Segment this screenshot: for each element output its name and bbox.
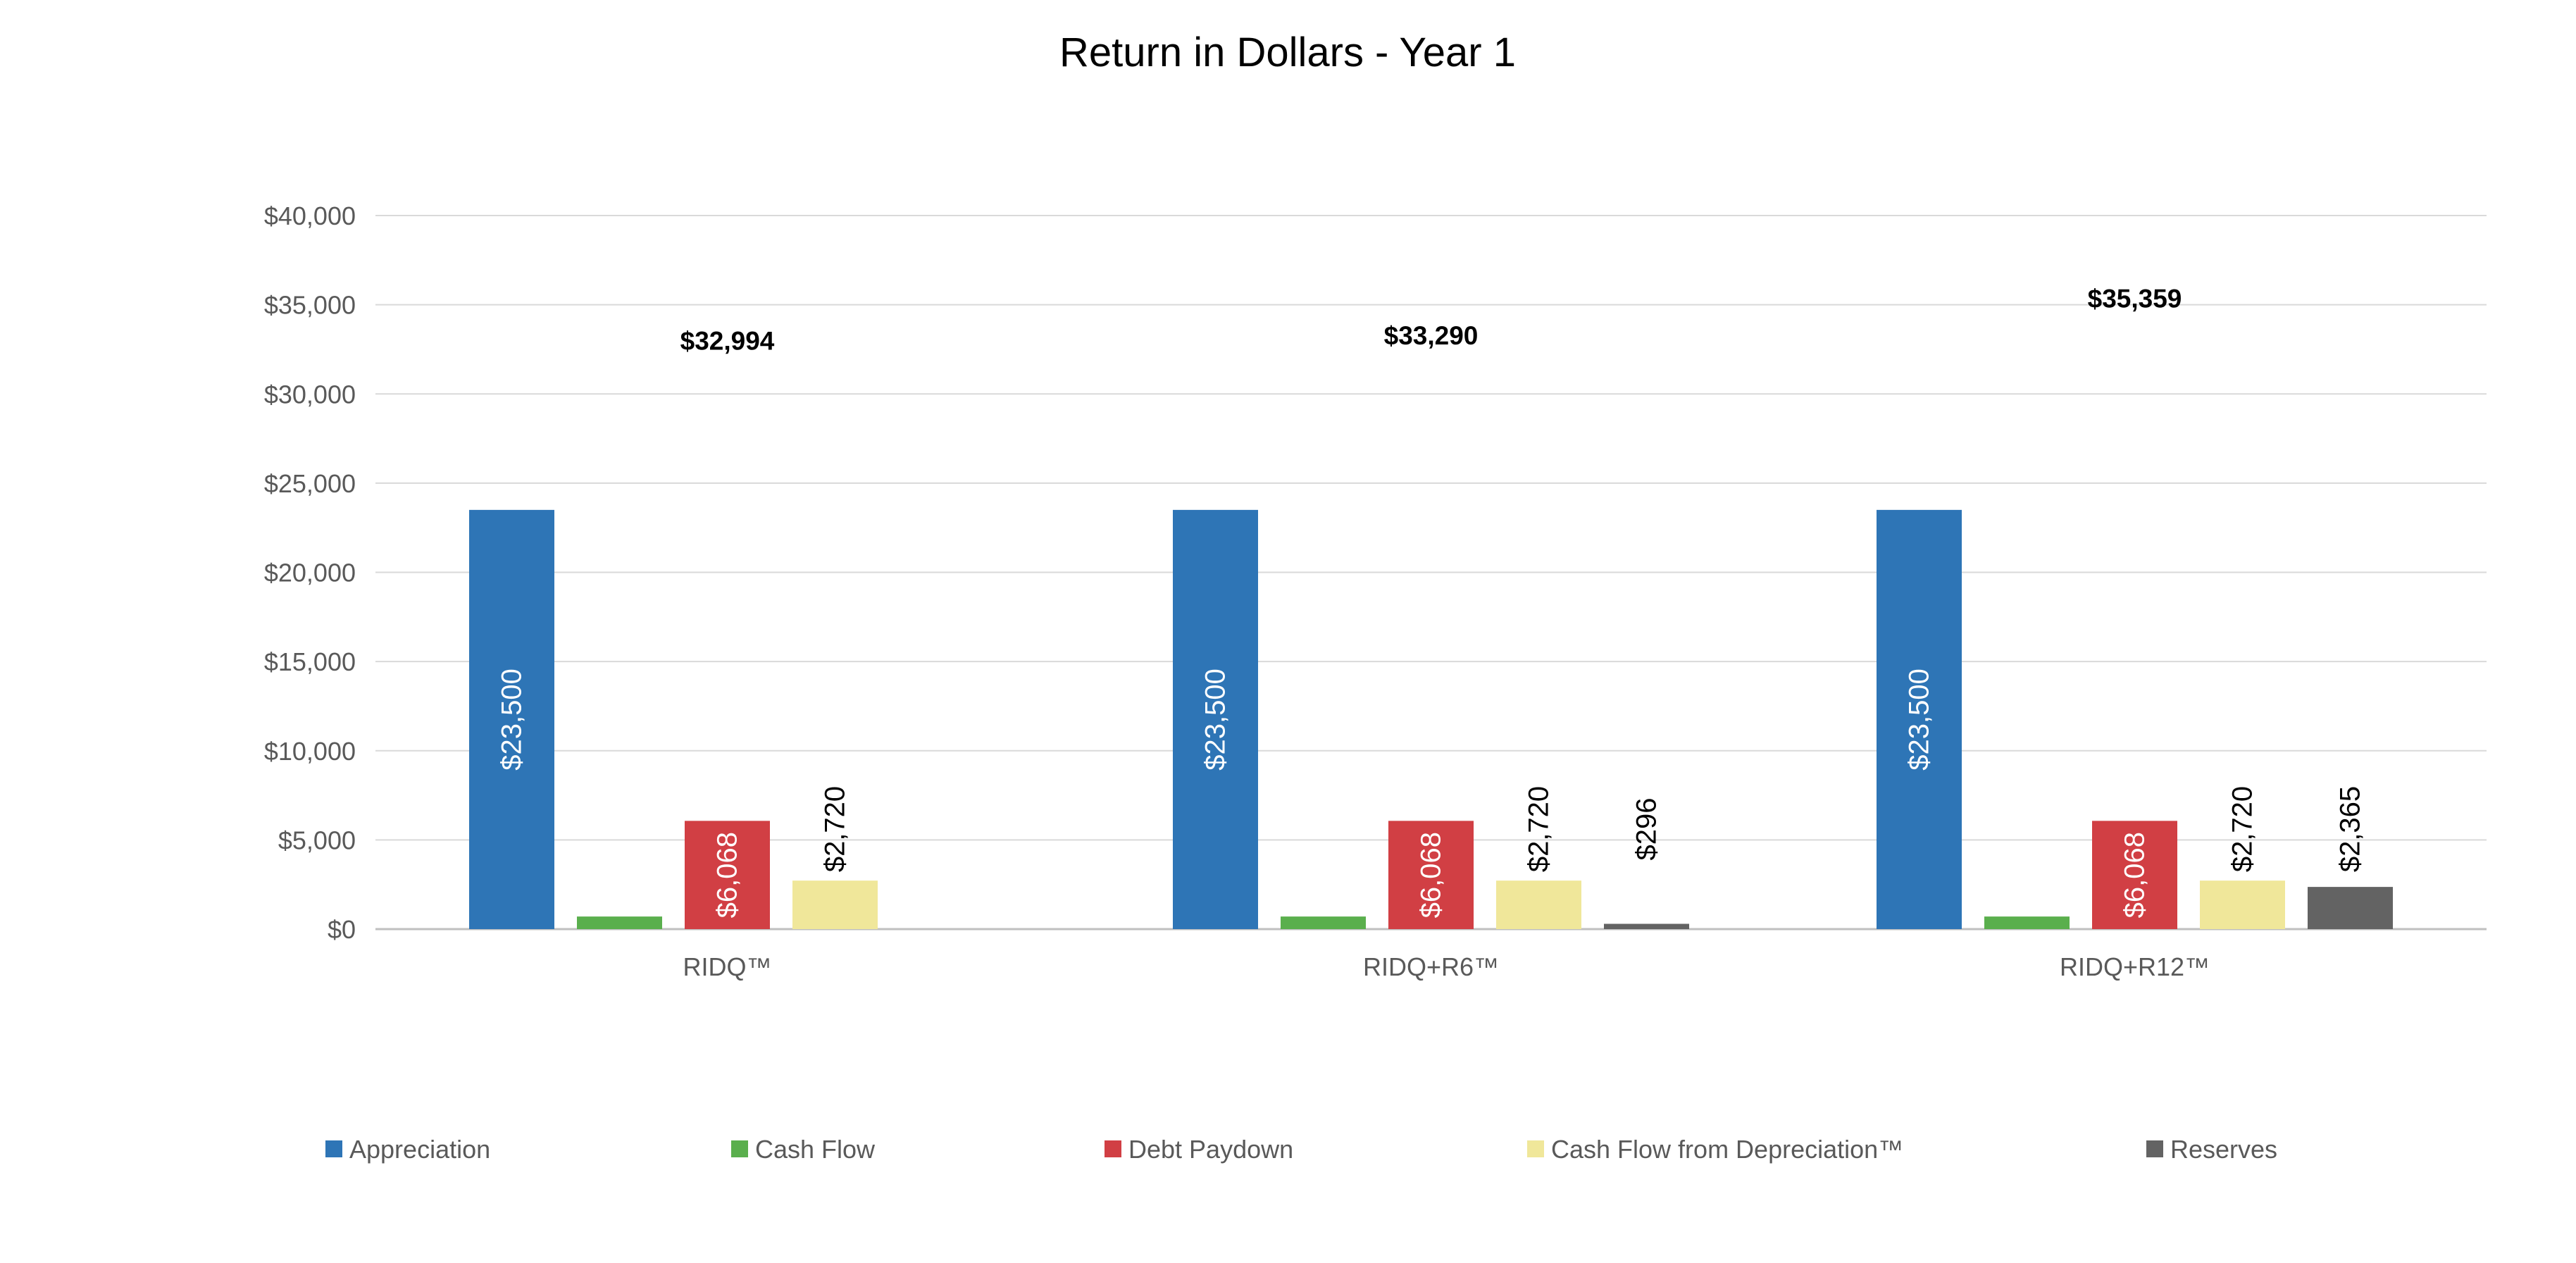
y-tick-label: $15,000 [264, 647, 356, 676]
legend-item: Appreciation [325, 1135, 490, 1164]
total-labels: $32,994 $33,290 $35,359 [680, 285, 2182, 356]
legend-item: Cash Flow from Depreciation™ [1527, 1135, 1903, 1164]
data-label: $296 [1631, 798, 1662, 861]
data-label: $2,365 [2335, 786, 2366, 872]
bar-cash-flow-from-depreciation- [792, 881, 878, 929]
category-label: RIDQ+R12™ [2060, 952, 2210, 981]
legend-label: Debt Paydown [1128, 1135, 1293, 1164]
data-label: $6,068 [712, 832, 743, 918]
total-label: $33,290 [1384, 321, 1479, 350]
bar-cash-flow [1281, 916, 1366, 929]
total-label: $35,359 [2088, 285, 2182, 313]
data-label: $23,500 [1200, 668, 1231, 771]
chart-title: Return in Dollars - Year 1 [1059, 30, 1516, 75]
legend-label: Appreciation [349, 1135, 490, 1164]
data-label: $23,500 [1904, 668, 1935, 771]
category-label: RIDQ+R6™ [1363, 952, 1499, 981]
category-label: RIDQ™ [683, 952, 772, 981]
y-tick-label: $0 [328, 915, 356, 944]
bar-appreciation [469, 509, 554, 929]
legend-swatch [2146, 1140, 2163, 1157]
bar-debt-paydown [1388, 821, 1474, 929]
legend-item: Reserves [2146, 1135, 2277, 1164]
legend-swatch [325, 1140, 342, 1157]
legend-swatch [1527, 1140, 1544, 1157]
y-tick-label: $20,000 [264, 559, 356, 587]
y-tick-label: $5,000 [278, 826, 356, 854]
data-label: $2,720 [2227, 786, 2258, 872]
bar-reserves [2308, 887, 2393, 929]
data-label: $6,068 [1416, 832, 1447, 918]
y-axis-ticks: $0 $5,000 $10,000 $15,000 $20,000 $25,000 $30,… [264, 201, 356, 944]
data-labels: $23,500 $6,068 $2,720 $23,500 $6,068 $2,720 $2… [497, 668, 2366, 918]
bar-cash-flow-from-depreciation- [2200, 881, 2285, 929]
bar-appreciation [1173, 509, 1258, 929]
y-tick-label: $30,000 [264, 380, 356, 409]
y-tick-label: $35,000 [264, 291, 356, 320]
y-tick-label: $25,000 [264, 469, 356, 498]
legend: Appreciation Cash Flow Debt Paydown Cash Fl… [325, 1135, 2277, 1164]
total-label: $32,994 [680, 326, 775, 355]
y-tick-label: $40,000 [264, 201, 356, 230]
bar-debt-paydown [2092, 821, 2177, 929]
data-label: $2,720 [1524, 786, 1555, 872]
data-label: $23,500 [497, 668, 528, 771]
legend-item: Debt Paydown [1105, 1135, 1293, 1164]
bar-appreciation [1877, 509, 1962, 929]
data-label: $6,068 [2120, 832, 2151, 918]
legend-item: Cash Flow [731, 1135, 876, 1164]
bar-reserves [1604, 923, 1689, 929]
data-label: $2,720 [820, 786, 851, 872]
legend-label: Cash Flow from Depreciation™ [1551, 1135, 1903, 1164]
bar-debt-paydown [685, 821, 770, 929]
bar-cash-flow [1984, 916, 2070, 929]
bars [469, 509, 2393, 929]
legend-label: Cash Flow [755, 1135, 876, 1164]
y-tick-label: $10,000 [264, 737, 356, 766]
bar-cash-flow-from-depreciation- [1496, 881, 1581, 929]
bar-cash-flow [577, 916, 662, 929]
legend-swatch [731, 1140, 748, 1157]
x-axis-categories: RIDQ™ RIDQ+R6™ RIDQ+R12™ [683, 952, 2210, 981]
legend-label: Reserves [2170, 1135, 2277, 1164]
legend-swatch [1105, 1140, 1121, 1157]
